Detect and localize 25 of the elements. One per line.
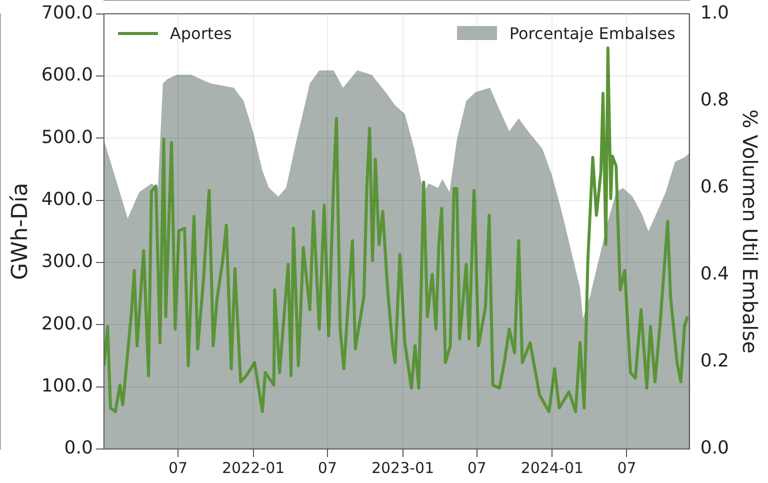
x-tick-label: 07 bbox=[318, 458, 338, 477]
y2-tick-label: 0.0 bbox=[700, 438, 730, 459]
x-tick-label: 2023-01 bbox=[371, 458, 434, 477]
y2-tick-label: 0.4 bbox=[700, 264, 730, 285]
x-tick-label: 07 bbox=[467, 458, 486, 477]
y2-axis-title: % Volumen Util Embalse bbox=[738, 109, 762, 354]
x-tick-label: 2024-01 bbox=[520, 458, 584, 477]
y-axis-title: GWh-Día bbox=[8, 182, 33, 280]
x-tick-label: 2022-01 bbox=[222, 458, 285, 477]
y-tick-label: 0.0 bbox=[64, 438, 93, 459]
y2-tick-label: 0.8 bbox=[700, 90, 730, 111]
y2-tick-label: 0.6 bbox=[700, 176, 730, 198]
y-tick-label: 500.0 bbox=[41, 126, 93, 148]
y2-tick-label: 1.0 bbox=[700, 2, 730, 24]
legend-label: Porcentaje Embalses bbox=[509, 24, 676, 43]
legend-label: Aportes bbox=[170, 24, 232, 43]
y-tick-label: 600.0 bbox=[41, 64, 93, 86]
y2-tick-label: 0.2 bbox=[700, 350, 730, 372]
y-tick-label: 200.0 bbox=[41, 313, 93, 334]
x-tick-label: 07 bbox=[617, 458, 636, 477]
y-tick-label: 400.0 bbox=[41, 188, 93, 210]
x-tick-label: 07 bbox=[168, 458, 188, 477]
y-tick-label: 100.0 bbox=[41, 376, 93, 396]
y-tick-label: 700.0 bbox=[41, 2, 93, 24]
y-tick-label: 300.0 bbox=[41, 251, 93, 272]
